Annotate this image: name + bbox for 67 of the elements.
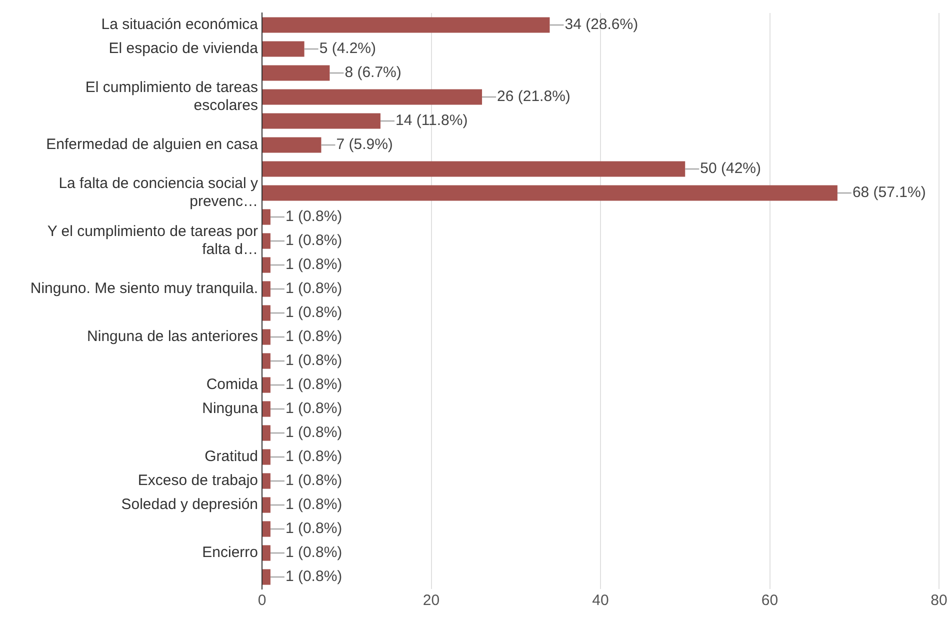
bar <box>262 569 270 585</box>
bar <box>262 281 270 297</box>
bar <box>262 209 270 225</box>
bar <box>262 185 838 201</box>
bar <box>262 41 304 57</box>
data-label: 5 (4.2%) <box>319 40 376 58</box>
bar <box>262 233 270 249</box>
bar <box>262 353 270 369</box>
data-label: 1 (0.8%) <box>285 400 342 418</box>
y-tick-label: Soledad y depresión <box>121 496 258 514</box>
data-label: 1 (0.8%) <box>285 424 342 442</box>
data-label: 1 (0.8%) <box>285 232 342 250</box>
data-label: 1 (0.8%) <box>285 448 342 466</box>
data-label: 50 (42%) <box>700 160 761 178</box>
bar <box>262 329 270 345</box>
y-tick-label: La situación económica <box>101 16 259 34</box>
bar <box>262 17 550 33</box>
data-label: 1 (0.8%) <box>285 352 342 370</box>
data-label: 7 (5.9%) <box>336 136 393 154</box>
data-label: 26 (21.8%) <box>497 88 570 106</box>
x-tick-label: 20 <box>422 592 440 610</box>
y-tick-label: La falta de conciencia social y prevenc… <box>58 175 258 210</box>
y-tick-label: Ninguna <box>202 400 259 418</box>
bar <box>262 425 270 441</box>
data-label: 1 (0.8%) <box>285 208 342 226</box>
x-tick-label: 0 <box>258 592 266 610</box>
data-label: 1 (0.8%) <box>285 376 342 394</box>
y-tick-label: Ninguno. Me siento muy tranquila. <box>30 280 258 298</box>
bar <box>262 113 380 129</box>
bar <box>262 65 330 81</box>
bar <box>262 257 270 273</box>
data-label: 68 (57.1%) <box>852 184 926 202</box>
x-tick-label: 60 <box>761 592 778 610</box>
data-label: 1 (0.8%) <box>285 304 342 322</box>
bar <box>262 545 270 561</box>
x-tick-label: 40 <box>592 592 609 610</box>
data-label: 1 (0.8%) <box>285 280 342 298</box>
y-tick-label: Enfermedad de alguien en casa <box>46 136 259 154</box>
y-tick-label: El espacio de vivienda <box>108 40 259 58</box>
x-tick-label: 80 <box>930 592 948 610</box>
data-label: 8 (6.7%) <box>344 64 402 82</box>
y-tick-label: Exceso de trabajo <box>138 472 258 490</box>
data-label: 1 (0.8%) <box>285 568 342 586</box>
data-label: 1 (0.8%) <box>285 472 342 490</box>
y-tick-label: Comida <box>206 376 259 394</box>
data-label: 14 (11.8%) <box>395 112 468 130</box>
bar <box>262 89 482 105</box>
y-tick-label: Ninguna de las anteriores <box>87 328 258 346</box>
bar <box>262 137 322 153</box>
data-label: 1 (0.8%) <box>285 496 342 514</box>
bar <box>262 521 270 537</box>
bar <box>262 473 270 489</box>
bar <box>262 401 270 417</box>
bar <box>262 161 686 177</box>
data-label: 1 (0.8%) <box>285 520 342 538</box>
data-label: 1 (0.8%) <box>285 256 342 274</box>
data-label: 34 (28.6%) <box>564 16 638 34</box>
bar <box>262 305 270 321</box>
y-tick-label: El cumplimiento de tareas escolares <box>85 79 258 114</box>
data-label: 1 (0.8%) <box>285 544 342 562</box>
bar <box>262 377 270 393</box>
bar <box>262 449 270 465</box>
bar <box>262 497 270 513</box>
data-label: 1 (0.8%) <box>285 328 342 346</box>
y-tick-label: Y el cumplimiento de tareas por falta d… <box>47 223 258 258</box>
y-tick-label: Gratitud <box>204 448 258 466</box>
y-tick-label: Encierro <box>202 544 258 562</box>
